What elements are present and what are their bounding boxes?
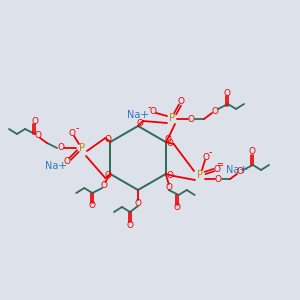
Text: O: O [166, 139, 173, 148]
Text: O: O [236, 167, 244, 176]
Text: O: O [136, 119, 143, 128]
Text: O: O [164, 136, 171, 145]
Text: O: O [105, 172, 112, 181]
Text: Na: Na [127, 110, 141, 120]
Text: Na: Na [45, 161, 59, 171]
Text: O: O [105, 136, 112, 145]
Text: P: P [79, 143, 85, 153]
Text: O: O [248, 148, 256, 157]
Text: O: O [101, 181, 108, 190]
Text: O: O [178, 98, 184, 106]
Text: O: O [188, 115, 194, 124]
Text: O: O [134, 199, 142, 208]
Text: O: O [64, 157, 70, 166]
Text: +: + [57, 161, 67, 171]
Text: O: O [32, 116, 38, 125]
Text: O: O [166, 170, 173, 179]
Text: +: + [238, 165, 248, 175]
Text: -: - [208, 147, 212, 157]
Text: O: O [165, 182, 172, 191]
Text: =: = [217, 160, 224, 169]
Text: +: + [139, 110, 149, 120]
Text: O: O [224, 88, 230, 98]
Text: P: P [197, 170, 203, 180]
Text: O: O [68, 128, 76, 137]
Text: O: O [214, 175, 221, 184]
Text: O: O [89, 202, 96, 211]
Text: O: O [149, 107, 157, 116]
Text: O: O [214, 164, 220, 173]
Text: O: O [127, 220, 134, 230]
Text: O: O [212, 106, 218, 116]
Text: O: O [202, 152, 209, 161]
Text: O: O [173, 203, 180, 212]
Text: O: O [58, 143, 64, 152]
Text: O: O [34, 131, 41, 140]
Text: P: P [169, 113, 175, 123]
Text: -: - [147, 102, 151, 112]
Text: Na: Na [226, 165, 240, 175]
Text: -: - [75, 123, 79, 133]
